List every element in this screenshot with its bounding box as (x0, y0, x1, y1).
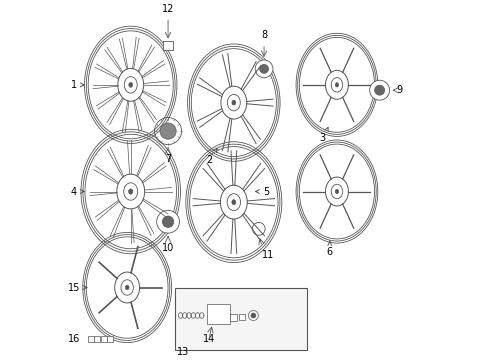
Bar (163, 41, 173, 50)
Ellipse shape (231, 100, 235, 105)
Text: 2: 2 (205, 148, 217, 165)
Ellipse shape (335, 83, 338, 87)
Text: 1: 1 (71, 80, 84, 90)
Circle shape (156, 210, 179, 233)
Text: 10: 10 (162, 243, 174, 253)
Circle shape (369, 80, 389, 100)
Ellipse shape (325, 71, 347, 99)
Ellipse shape (221, 86, 246, 119)
Text: 5: 5 (255, 186, 268, 197)
Text: 7: 7 (164, 154, 171, 164)
Ellipse shape (231, 200, 235, 205)
Ellipse shape (121, 280, 133, 295)
Ellipse shape (128, 82, 132, 87)
Ellipse shape (124, 77, 137, 93)
Text: 8: 8 (261, 30, 266, 40)
Text: 9: 9 (395, 85, 402, 95)
Bar (207, 304, 230, 324)
Text: 12: 12 (162, 4, 174, 14)
Circle shape (374, 85, 384, 95)
Ellipse shape (227, 94, 240, 111)
Ellipse shape (117, 174, 144, 209)
Ellipse shape (330, 184, 342, 199)
Ellipse shape (128, 189, 133, 194)
Ellipse shape (118, 68, 143, 101)
Ellipse shape (123, 183, 138, 200)
Circle shape (259, 64, 268, 73)
Circle shape (248, 311, 258, 320)
Text: 11: 11 (261, 250, 273, 260)
Ellipse shape (226, 194, 240, 211)
Bar (175, 288, 306, 350)
Text: 15: 15 (67, 283, 87, 293)
Bar (94, 336, 100, 342)
Circle shape (160, 123, 176, 139)
Bar (230, 314, 237, 321)
Ellipse shape (325, 177, 347, 206)
Text: 16: 16 (67, 334, 80, 344)
Circle shape (252, 222, 264, 235)
Ellipse shape (220, 185, 247, 219)
Text: 14: 14 (203, 334, 215, 345)
Circle shape (255, 60, 272, 78)
Bar (239, 314, 244, 320)
Ellipse shape (125, 285, 129, 290)
Bar (107, 336, 113, 342)
Bar (101, 336, 106, 342)
Text: 3: 3 (319, 127, 327, 143)
Text: 4: 4 (71, 186, 84, 197)
Bar (88, 336, 94, 342)
Circle shape (250, 313, 255, 318)
Circle shape (162, 216, 173, 228)
Ellipse shape (335, 189, 338, 194)
Ellipse shape (330, 78, 342, 92)
Text: 6: 6 (326, 241, 332, 257)
Ellipse shape (115, 272, 140, 303)
Text: 13: 13 (177, 347, 189, 357)
